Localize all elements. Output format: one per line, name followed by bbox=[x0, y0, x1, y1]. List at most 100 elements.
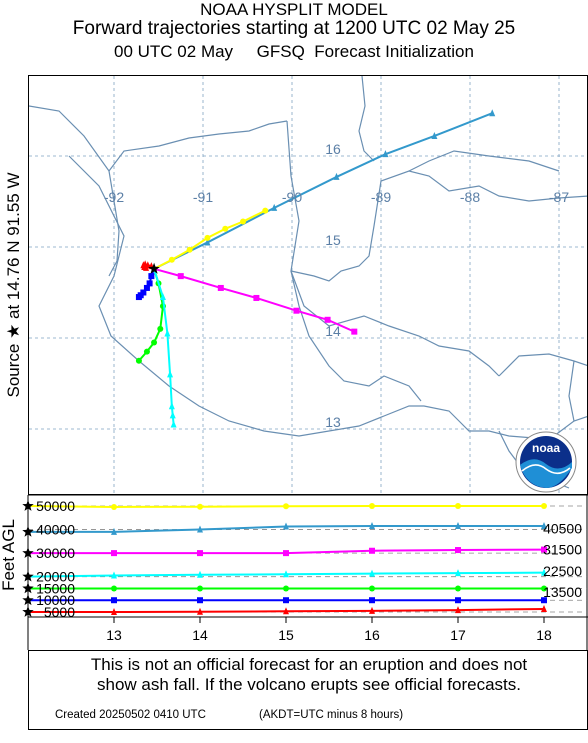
trajectory-point bbox=[240, 218, 247, 225]
trajectory-point bbox=[170, 420, 177, 428]
trajectory-point bbox=[143, 284, 150, 291]
altitude-point bbox=[541, 604, 547, 612]
trajectory-point bbox=[143, 348, 150, 355]
altitude-series bbox=[22, 500, 547, 617]
altitude-start-star-icon bbox=[22, 500, 34, 511]
longitude-label: -90 bbox=[282, 189, 302, 205]
trajectory-30000 bbox=[153, 267, 358, 335]
lat-lon-grid bbox=[29, 76, 587, 494]
altitude-start-star-icon bbox=[22, 594, 34, 606]
trajectory-point bbox=[135, 357, 142, 364]
trajectory-point bbox=[271, 203, 278, 211]
disclaimer-line-2: show ash fall. If the volcano erupts see… bbox=[97, 675, 521, 694]
timezone-note: (AKDT=UTC minus 8 hours) bbox=[259, 709, 404, 721]
altitude-point bbox=[111, 608, 117, 615]
longitude-label: -89 bbox=[371, 189, 391, 205]
trajectory-point bbox=[157, 325, 164, 332]
altitude-axis-label: Feet AGL bbox=[0, 519, 18, 591]
latitude-label: 14 bbox=[325, 323, 341, 339]
trajectory-title: Forward trajectories starting at 1200 UT… bbox=[72, 18, 516, 39]
altitude-tick-label: 30000 bbox=[36, 545, 75, 561]
country-border bbox=[358, 76, 375, 162]
altitude-point bbox=[369, 569, 375, 577]
time-tick-label: 13 bbox=[106, 627, 122, 643]
trajectory-point bbox=[324, 316, 331, 323]
altitude-point bbox=[541, 546, 547, 553]
trajectory-point bbox=[217, 284, 224, 291]
trajectory-point bbox=[148, 273, 155, 280]
altitude-tick-label: 10000 bbox=[36, 592, 75, 608]
source-location-text: Source ★ at 14.76 N 91.55 W bbox=[4, 172, 23, 398]
altitude-point bbox=[111, 503, 117, 510]
altitude-point bbox=[197, 570, 203, 578]
trajectory-point bbox=[204, 238, 211, 246]
disclaimer-box: This is not an official forecast for an … bbox=[28, 650, 588, 730]
trajectory-point bbox=[262, 207, 269, 214]
altitude-point bbox=[197, 525, 203, 533]
altitude-point bbox=[455, 547, 461, 554]
altitude-right-label: 40500 bbox=[543, 520, 582, 536]
altitude-point bbox=[455, 606, 461, 614]
altitude-point bbox=[541, 585, 547, 592]
altitude-panel: Feet AGL 50000 40000 30000 20000 15000 10000 5… bbox=[0, 494, 588, 738]
country-border bbox=[108, 170, 120, 277]
altitude-point bbox=[541, 568, 547, 576]
trajectory-map: -92 -91 -90 -89 -88 -87 16 15 14 13 noaa bbox=[28, 75, 588, 495]
trajectory-point bbox=[177, 273, 184, 280]
country-border bbox=[290, 270, 422, 402]
model-title: NOAA HYSPLIT MODEL bbox=[200, 0, 388, 19]
altitude-start-star-icon bbox=[22, 582, 34, 594]
altitude-point bbox=[455, 585, 461, 592]
altitude-point bbox=[283, 597, 289, 604]
trajectory-point bbox=[222, 225, 229, 232]
altitude-point bbox=[369, 503, 375, 509]
trajectory-point bbox=[159, 293, 166, 301]
trajectory-point bbox=[351, 328, 358, 335]
trajectory-point bbox=[489, 109, 496, 117]
longitude-label: -91 bbox=[193, 189, 213, 205]
source-star-icon bbox=[148, 262, 160, 274]
trajectory-50000 bbox=[153, 207, 269, 270]
altitude-start-star-icon bbox=[22, 606, 34, 617]
altitude-point bbox=[455, 522, 461, 530]
altitude-point bbox=[283, 503, 289, 510]
altitude-point bbox=[283, 522, 289, 530]
latitude-label: 15 bbox=[325, 232, 341, 248]
time-tick-label: 16 bbox=[364, 627, 380, 643]
time-tick-label: 17 bbox=[450, 627, 466, 643]
altitude-start-star-icon bbox=[22, 525, 34, 537]
altitude-point bbox=[541, 503, 547, 509]
country-border bbox=[290, 270, 500, 377]
longitude-label: -88 bbox=[460, 189, 480, 205]
country-border bbox=[568, 360, 575, 422]
altitude-right-label: 31500 bbox=[543, 542, 582, 558]
trajectory-point bbox=[167, 370, 174, 378]
altitude-point bbox=[541, 522, 547, 530]
trajectory-tracks bbox=[135, 109, 496, 428]
altitude-point bbox=[369, 597, 375, 604]
longitude-label: -87 bbox=[549, 189, 569, 205]
altitude-series-15000 bbox=[22, 582, 547, 594]
trajectory-point bbox=[186, 246, 193, 253]
trajectory-point bbox=[293, 307, 300, 314]
coastline bbox=[68, 155, 587, 439]
time-tick-label: 18 bbox=[536, 627, 552, 643]
map-canvas: -92 -91 -90 -89 -88 -87 16 15 14 13 noaa bbox=[29, 76, 587, 494]
altitude-start-star-icon bbox=[22, 547, 34, 558]
altitude-point bbox=[455, 569, 461, 577]
altitude-point bbox=[455, 503, 461, 509]
forecast-initialization: 00 UTC 02 May GFSQ Forecast Initializati… bbox=[114, 42, 474, 61]
altitude-point bbox=[541, 597, 547, 604]
altitude-point bbox=[197, 550, 203, 557]
trajectory-point bbox=[164, 329, 171, 337]
country-border bbox=[29, 105, 288, 173]
altitude-reference-lines bbox=[28, 505, 587, 613]
grid-labels: -92 -91 -90 -89 -88 -87 16 15 14 13 bbox=[104, 141, 569, 430]
time-tick-label: 15 bbox=[278, 627, 294, 643]
coastlines-borders bbox=[29, 76, 587, 489]
altitude-point bbox=[111, 550, 117, 557]
altitude-tick-label: 20000 bbox=[36, 569, 75, 585]
longitude-label: -92 bbox=[104, 189, 124, 205]
altitude-series-10000 bbox=[22, 594, 547, 606]
